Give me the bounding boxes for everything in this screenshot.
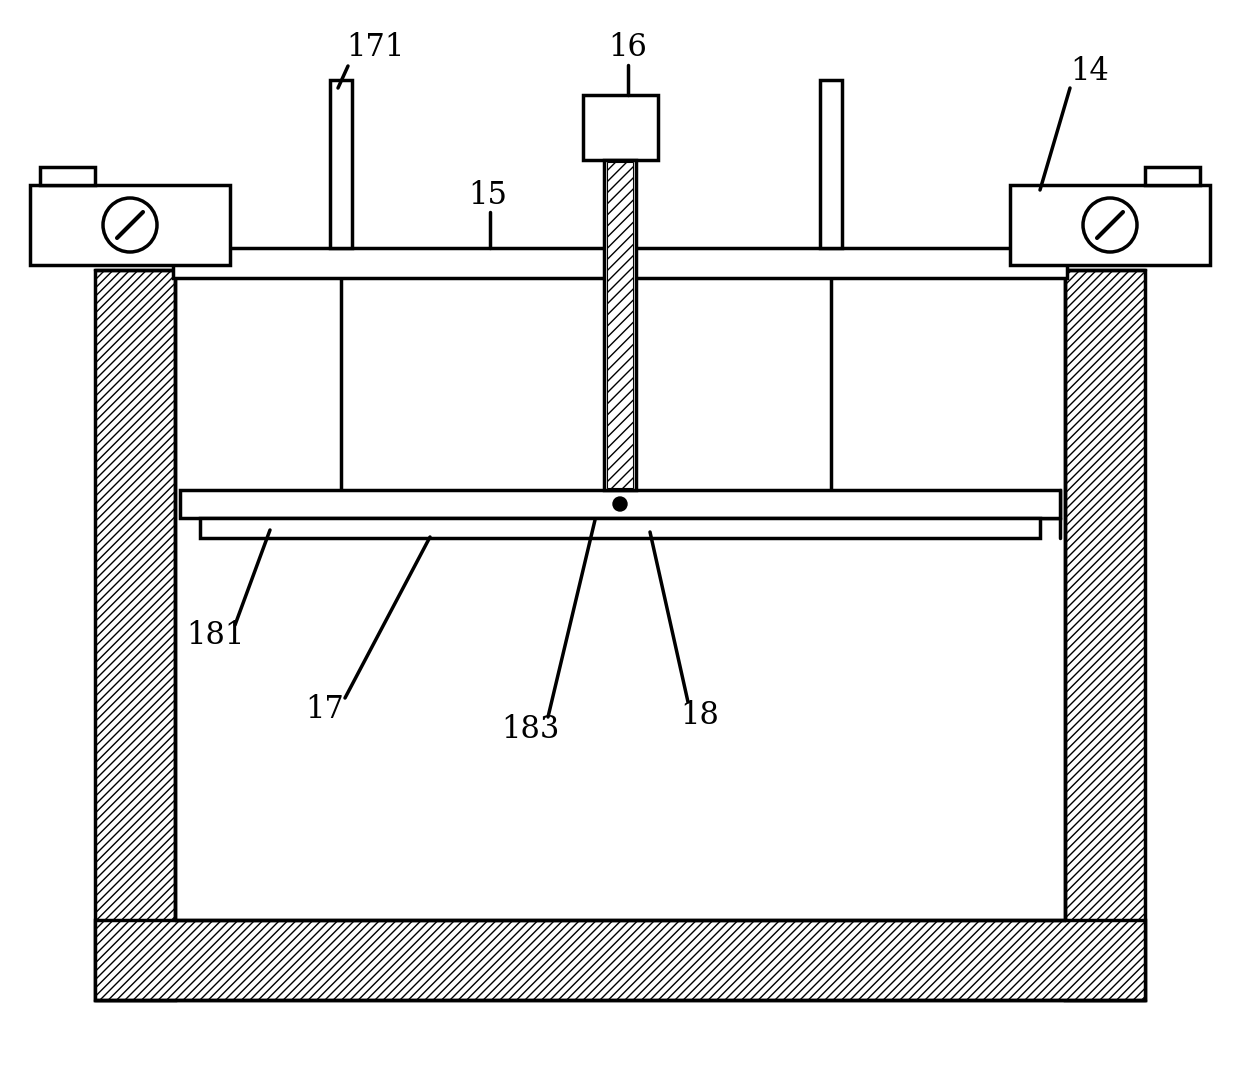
- Bar: [175, 270, 1065, 920]
- Text: 16: 16: [609, 33, 647, 63]
- Bar: [604, 160, 636, 490]
- Text: 17: 17: [305, 695, 345, 725]
- Bar: [174, 248, 1066, 278]
- Text: 183: 183: [501, 714, 559, 746]
- Circle shape: [1083, 198, 1137, 252]
- Bar: [583, 95, 658, 160]
- Bar: [330, 80, 352, 248]
- Text: 18: 18: [681, 700, 719, 730]
- Bar: [40, 167, 95, 185]
- Bar: [30, 185, 229, 265]
- Text: 14: 14: [1070, 57, 1110, 87]
- Bar: [95, 920, 1145, 1000]
- Bar: [608, 162, 632, 488]
- Circle shape: [613, 497, 627, 511]
- Text: 181: 181: [186, 620, 244, 650]
- Text: 171: 171: [346, 33, 404, 63]
- Bar: [95, 270, 175, 1000]
- Bar: [820, 80, 842, 248]
- Bar: [180, 490, 1060, 518]
- Bar: [1011, 185, 1210, 265]
- Bar: [1065, 270, 1145, 1000]
- Circle shape: [103, 198, 157, 252]
- Bar: [1145, 167, 1200, 185]
- Text: 15: 15: [469, 179, 507, 211]
- Bar: [200, 518, 1040, 538]
